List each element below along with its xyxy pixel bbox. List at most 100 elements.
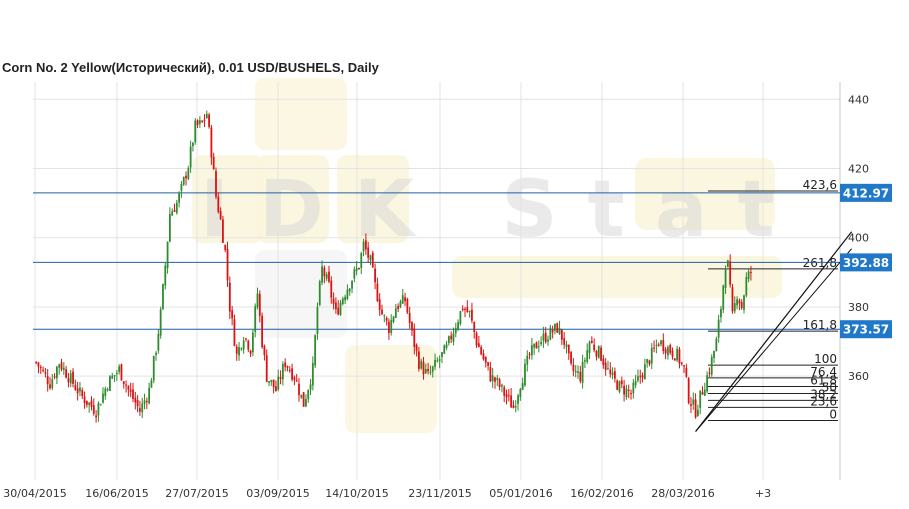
candle bbox=[233, 314, 236, 347]
candle-body bbox=[341, 298, 344, 305]
candle bbox=[475, 331, 478, 348]
candle-body bbox=[577, 371, 579, 373]
candle bbox=[530, 337, 533, 360]
candle bbox=[729, 254, 732, 288]
candle bbox=[210, 124, 213, 165]
candle-body bbox=[106, 389, 109, 391]
candle bbox=[136, 395, 139, 413]
candle bbox=[411, 321, 413, 337]
candle-body bbox=[328, 271, 330, 282]
candle bbox=[162, 283, 164, 311]
candle bbox=[263, 344, 266, 361]
candle-body bbox=[616, 380, 619, 390]
candle bbox=[175, 199, 178, 215]
candle bbox=[733, 296, 736, 314]
candle-body bbox=[208, 114, 210, 127]
candle-body bbox=[233, 319, 236, 346]
candle bbox=[159, 306, 162, 339]
candle bbox=[673, 358, 676, 361]
candle bbox=[46, 368, 49, 392]
candle-body bbox=[620, 380, 623, 385]
candle bbox=[97, 401, 100, 422]
candle-body bbox=[235, 346, 238, 354]
candle bbox=[454, 322, 457, 338]
candle-body bbox=[83, 396, 86, 404]
candle bbox=[477, 335, 480, 348]
candle-body bbox=[385, 317, 388, 321]
candle-body bbox=[42, 370, 44, 372]
watermark-logo: IDK Stat bbox=[192, 78, 782, 433]
candle bbox=[595, 349, 598, 361]
candle bbox=[505, 389, 508, 405]
candle-body bbox=[676, 348, 679, 361]
candle-body bbox=[203, 119, 206, 121]
candle bbox=[676, 345, 679, 363]
trendline bbox=[695, 231, 853, 432]
candle-body bbox=[590, 340, 593, 344]
price-badge: 392.88 bbox=[840, 253, 892, 272]
candle bbox=[510, 387, 513, 408]
candle-body bbox=[168, 214, 171, 242]
watermark-tile bbox=[257, 155, 329, 243]
candle bbox=[286, 365, 289, 372]
candle-body bbox=[231, 310, 234, 319]
candle bbox=[293, 375, 296, 386]
candle-body bbox=[145, 401, 148, 403]
candle bbox=[145, 397, 148, 409]
candle-body bbox=[362, 241, 365, 252]
candle-body bbox=[323, 267, 326, 277]
candle-body bbox=[415, 344, 418, 351]
candle bbox=[604, 358, 607, 376]
candle-body bbox=[277, 376, 280, 390]
candle-body bbox=[99, 404, 102, 406]
candle bbox=[584, 357, 586, 369]
candle-body bbox=[726, 260, 729, 268]
candle bbox=[491, 367, 494, 388]
candle bbox=[143, 393, 146, 410]
x-tick-label: 30/04/2015 bbox=[3, 487, 66, 500]
candle bbox=[429, 365, 432, 376]
candle bbox=[72, 368, 74, 388]
candle bbox=[219, 207, 222, 220]
candle-body bbox=[660, 340, 662, 345]
candle bbox=[102, 387, 104, 404]
candle bbox=[738, 298, 741, 311]
candle-body bbox=[747, 271, 750, 279]
candle bbox=[544, 326, 547, 344]
candle bbox=[434, 353, 436, 371]
fib-level-label: 76,4 bbox=[810, 365, 837, 379]
candle bbox=[247, 339, 250, 353]
candle-body bbox=[65, 369, 68, 378]
candle bbox=[353, 266, 356, 283]
candle bbox=[295, 373, 298, 382]
candle bbox=[185, 171, 187, 186]
candle bbox=[351, 280, 353, 294]
candle-body bbox=[579, 371, 582, 382]
candle-body bbox=[498, 379, 501, 388]
candle-body bbox=[46, 376, 49, 385]
candle bbox=[563, 332, 566, 349]
candle-body bbox=[249, 350, 252, 354]
candle bbox=[706, 371, 709, 394]
candle-body bbox=[459, 311, 462, 325]
candle bbox=[187, 165, 190, 181]
candle-body bbox=[609, 369, 612, 375]
candle-body bbox=[641, 375, 644, 378]
candle bbox=[88, 401, 91, 413]
candle bbox=[586, 343, 589, 364]
candle bbox=[438, 355, 441, 369]
candle bbox=[445, 340, 448, 351]
candle bbox=[166, 241, 169, 274]
candle-body bbox=[542, 333, 545, 341]
candle bbox=[524, 358, 526, 387]
candle-body bbox=[318, 281, 321, 305]
candle bbox=[323, 265, 326, 284]
fib-level-label: 423,6 bbox=[803, 178, 837, 192]
candle bbox=[141, 397, 144, 419]
candle-body bbox=[219, 211, 222, 220]
candle bbox=[394, 303, 397, 318]
candle bbox=[201, 120, 204, 124]
candle bbox=[265, 349, 268, 383]
candle-body bbox=[62, 367, 65, 370]
